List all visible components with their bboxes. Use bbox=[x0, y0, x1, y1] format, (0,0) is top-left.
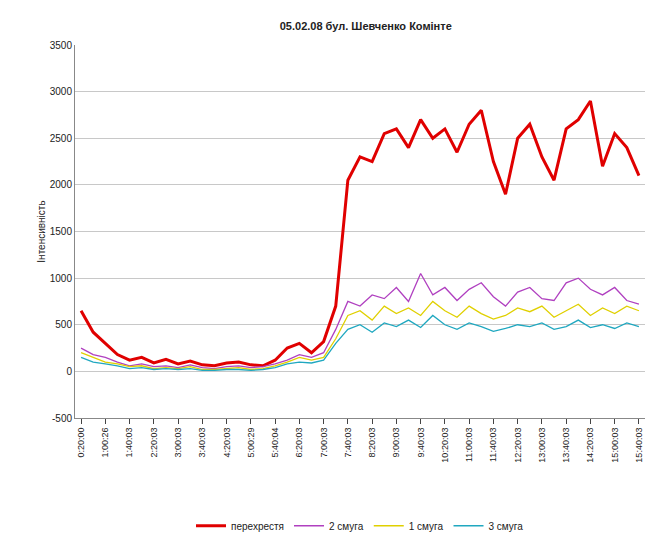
svg-text:3000: 3000 bbox=[50, 86, 73, 97]
svg-text:перехрестя: перехрестя bbox=[231, 521, 284, 532]
svg-text:2500: 2500 bbox=[50, 133, 73, 144]
svg-text:1:40:03: 1:40:03 bbox=[124, 428, 134, 458]
svg-text:10:20:03: 10:20:03 bbox=[440, 428, 450, 463]
svg-text:13:00:03: 13:00:03 bbox=[537, 428, 547, 463]
svg-text:9:40:03: 9:40:03 bbox=[416, 428, 426, 458]
svg-text:3500: 3500 bbox=[50, 40, 73, 51]
svg-text:-500: -500 bbox=[52, 413, 72, 424]
svg-text:1500: 1500 bbox=[50, 226, 73, 237]
svg-text:0:20:00: 0:20:00 bbox=[76, 428, 86, 458]
svg-text:3:40:03: 3:40:03 bbox=[197, 428, 207, 458]
svg-text:5:00:29: 5:00:29 bbox=[246, 428, 256, 458]
svg-text:1 смуга: 1 смуга bbox=[409, 521, 444, 532]
svg-text:2000: 2000 bbox=[50, 179, 73, 190]
svg-text:11:00:03: 11:00:03 bbox=[464, 428, 474, 462]
svg-text:7:40:03: 7:40:03 bbox=[343, 428, 353, 458]
svg-text:1000: 1000 bbox=[50, 273, 73, 284]
svg-text:15:40:03: 15:40:03 bbox=[634, 428, 644, 463]
svg-text:05.02.08 бул. Шевченко Комінте: 05.02.08 бул. Шевченко Комінте bbox=[280, 20, 452, 32]
svg-text:6:20:03: 6:20:03 bbox=[294, 428, 304, 458]
svg-text:7:00:03: 7:00:03 bbox=[319, 428, 329, 458]
svg-text:2:20:03: 2:20:03 bbox=[149, 428, 159, 458]
svg-text:2 смуга: 2 смуга bbox=[329, 521, 364, 532]
svg-text:12:20:03: 12:20:03 bbox=[513, 428, 523, 463]
svg-text:3:00:03: 3:00:03 bbox=[173, 428, 183, 458]
svg-text:5:40:04: 5:40:04 bbox=[270, 428, 280, 458]
svg-text:500: 500 bbox=[55, 319, 72, 330]
svg-text:11:40:03: 11:40:03 bbox=[488, 428, 498, 462]
svg-text:1:00:26: 1:00:26 bbox=[100, 428, 110, 458]
svg-text:9:00:03: 9:00:03 bbox=[391, 428, 401, 458]
svg-text:15:00:03: 15:00:03 bbox=[610, 428, 620, 463]
svg-text:3 смуга: 3 смуга bbox=[489, 521, 524, 532]
svg-text:Інтенсивність: Інтенсивність bbox=[36, 200, 47, 262]
svg-text:8:20:03: 8:20:03 bbox=[367, 428, 377, 458]
svg-text:13:40:03: 13:40:03 bbox=[561, 428, 571, 463]
svg-text:14:20:03: 14:20:03 bbox=[585, 428, 595, 463]
svg-text:0: 0 bbox=[66, 366, 72, 377]
svg-text:4:20:03: 4:20:03 bbox=[222, 428, 232, 458]
